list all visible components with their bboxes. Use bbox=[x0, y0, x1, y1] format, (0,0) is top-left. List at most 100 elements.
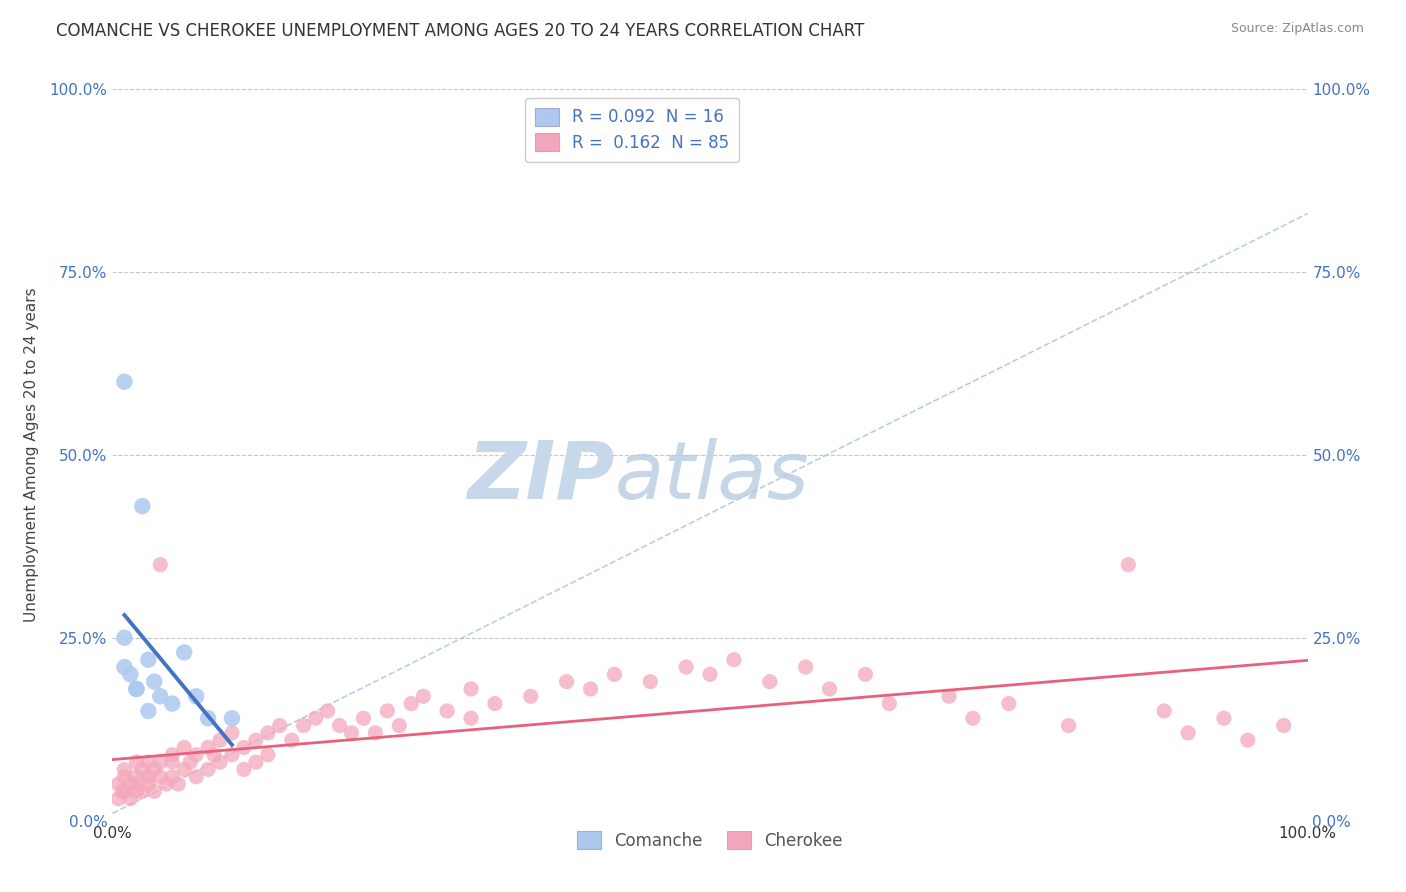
Point bbox=[879, 697, 901, 711]
Point bbox=[138, 755, 160, 769]
Point bbox=[401, 697, 423, 711]
Point bbox=[221, 726, 243, 740]
Point bbox=[209, 733, 232, 747]
Point bbox=[107, 777, 129, 791]
Point bbox=[520, 690, 543, 704]
Point bbox=[221, 711, 243, 725]
Point bbox=[125, 755, 148, 769]
Point bbox=[436, 704, 458, 718]
Point bbox=[125, 681, 148, 696]
Point bbox=[114, 763, 135, 777]
Point bbox=[186, 770, 208, 784]
Point bbox=[149, 755, 172, 769]
Point bbox=[209, 755, 232, 769]
Point bbox=[143, 674, 166, 689]
Point bbox=[149, 770, 172, 784]
Point bbox=[818, 681, 841, 696]
Text: COMANCHE VS CHEROKEE UNEMPLOYMENT AMONG AGES 20 TO 24 YEARS CORRELATION CHART: COMANCHE VS CHEROKEE UNEMPLOYMENT AMONG … bbox=[56, 22, 865, 40]
Point bbox=[1118, 558, 1140, 572]
Point bbox=[138, 653, 160, 667]
Point bbox=[794, 660, 817, 674]
Point bbox=[167, 777, 190, 791]
Point bbox=[938, 690, 960, 704]
Point bbox=[179, 755, 201, 769]
Point bbox=[1057, 718, 1080, 732]
Point bbox=[114, 660, 135, 674]
Point bbox=[138, 770, 160, 784]
Point bbox=[269, 718, 291, 732]
Point bbox=[131, 763, 153, 777]
Point bbox=[221, 747, 243, 762]
Point bbox=[1213, 711, 1236, 725]
Point bbox=[114, 375, 135, 389]
Point bbox=[364, 726, 387, 740]
Point bbox=[138, 777, 160, 791]
Point bbox=[143, 763, 166, 777]
Point bbox=[202, 747, 225, 762]
Point bbox=[114, 631, 135, 645]
Point bbox=[759, 674, 782, 689]
Point bbox=[1237, 733, 1260, 747]
Point bbox=[245, 755, 267, 769]
Point bbox=[125, 777, 148, 791]
Point bbox=[675, 660, 697, 674]
Point bbox=[155, 777, 177, 791]
Point bbox=[292, 718, 315, 732]
Point bbox=[162, 755, 183, 769]
Point bbox=[173, 763, 195, 777]
Point bbox=[257, 726, 280, 740]
Point bbox=[340, 726, 363, 740]
Point bbox=[197, 711, 219, 725]
Point bbox=[555, 674, 578, 689]
Point bbox=[138, 704, 160, 718]
Point bbox=[723, 653, 745, 667]
Point bbox=[149, 558, 172, 572]
Point bbox=[114, 770, 135, 784]
Point bbox=[162, 697, 183, 711]
Point bbox=[388, 718, 411, 732]
Point bbox=[352, 711, 374, 725]
Point bbox=[131, 784, 153, 798]
Point bbox=[131, 499, 153, 513]
Text: Source: ZipAtlas.com: Source: ZipAtlas.com bbox=[1230, 22, 1364, 36]
Point bbox=[460, 711, 482, 725]
Point bbox=[484, 697, 506, 711]
Point bbox=[125, 770, 148, 784]
Text: ZIP: ZIP bbox=[467, 438, 614, 516]
Point bbox=[855, 667, 877, 681]
Point bbox=[143, 784, 166, 798]
Point bbox=[305, 711, 328, 725]
Point bbox=[316, 704, 339, 718]
Point bbox=[245, 733, 267, 747]
Point bbox=[149, 690, 172, 704]
Point bbox=[197, 763, 219, 777]
Point bbox=[233, 740, 256, 755]
Point bbox=[111, 784, 134, 798]
Point bbox=[640, 674, 662, 689]
Point bbox=[1153, 704, 1175, 718]
Point bbox=[257, 747, 280, 762]
Point bbox=[281, 733, 304, 747]
Point bbox=[197, 740, 219, 755]
Point bbox=[114, 784, 135, 798]
Point bbox=[603, 667, 626, 681]
Point bbox=[186, 747, 208, 762]
Y-axis label: Unemployment Among Ages 20 to 24 years: Unemployment Among Ages 20 to 24 years bbox=[24, 287, 38, 623]
Point bbox=[107, 791, 129, 805]
Point bbox=[579, 681, 602, 696]
Point bbox=[120, 667, 142, 681]
Point bbox=[412, 690, 434, 704]
Point bbox=[173, 645, 195, 659]
Point bbox=[125, 681, 148, 696]
Point bbox=[377, 704, 399, 718]
Text: atlas: atlas bbox=[614, 438, 810, 516]
Point bbox=[120, 791, 142, 805]
Point bbox=[460, 681, 482, 696]
Point bbox=[699, 667, 721, 681]
Point bbox=[998, 697, 1021, 711]
Point bbox=[162, 747, 183, 762]
Point bbox=[962, 711, 984, 725]
Point bbox=[1272, 718, 1295, 732]
Point bbox=[120, 777, 142, 791]
Legend: Comanche, Cherokee: Comanche, Cherokee bbox=[571, 824, 849, 856]
